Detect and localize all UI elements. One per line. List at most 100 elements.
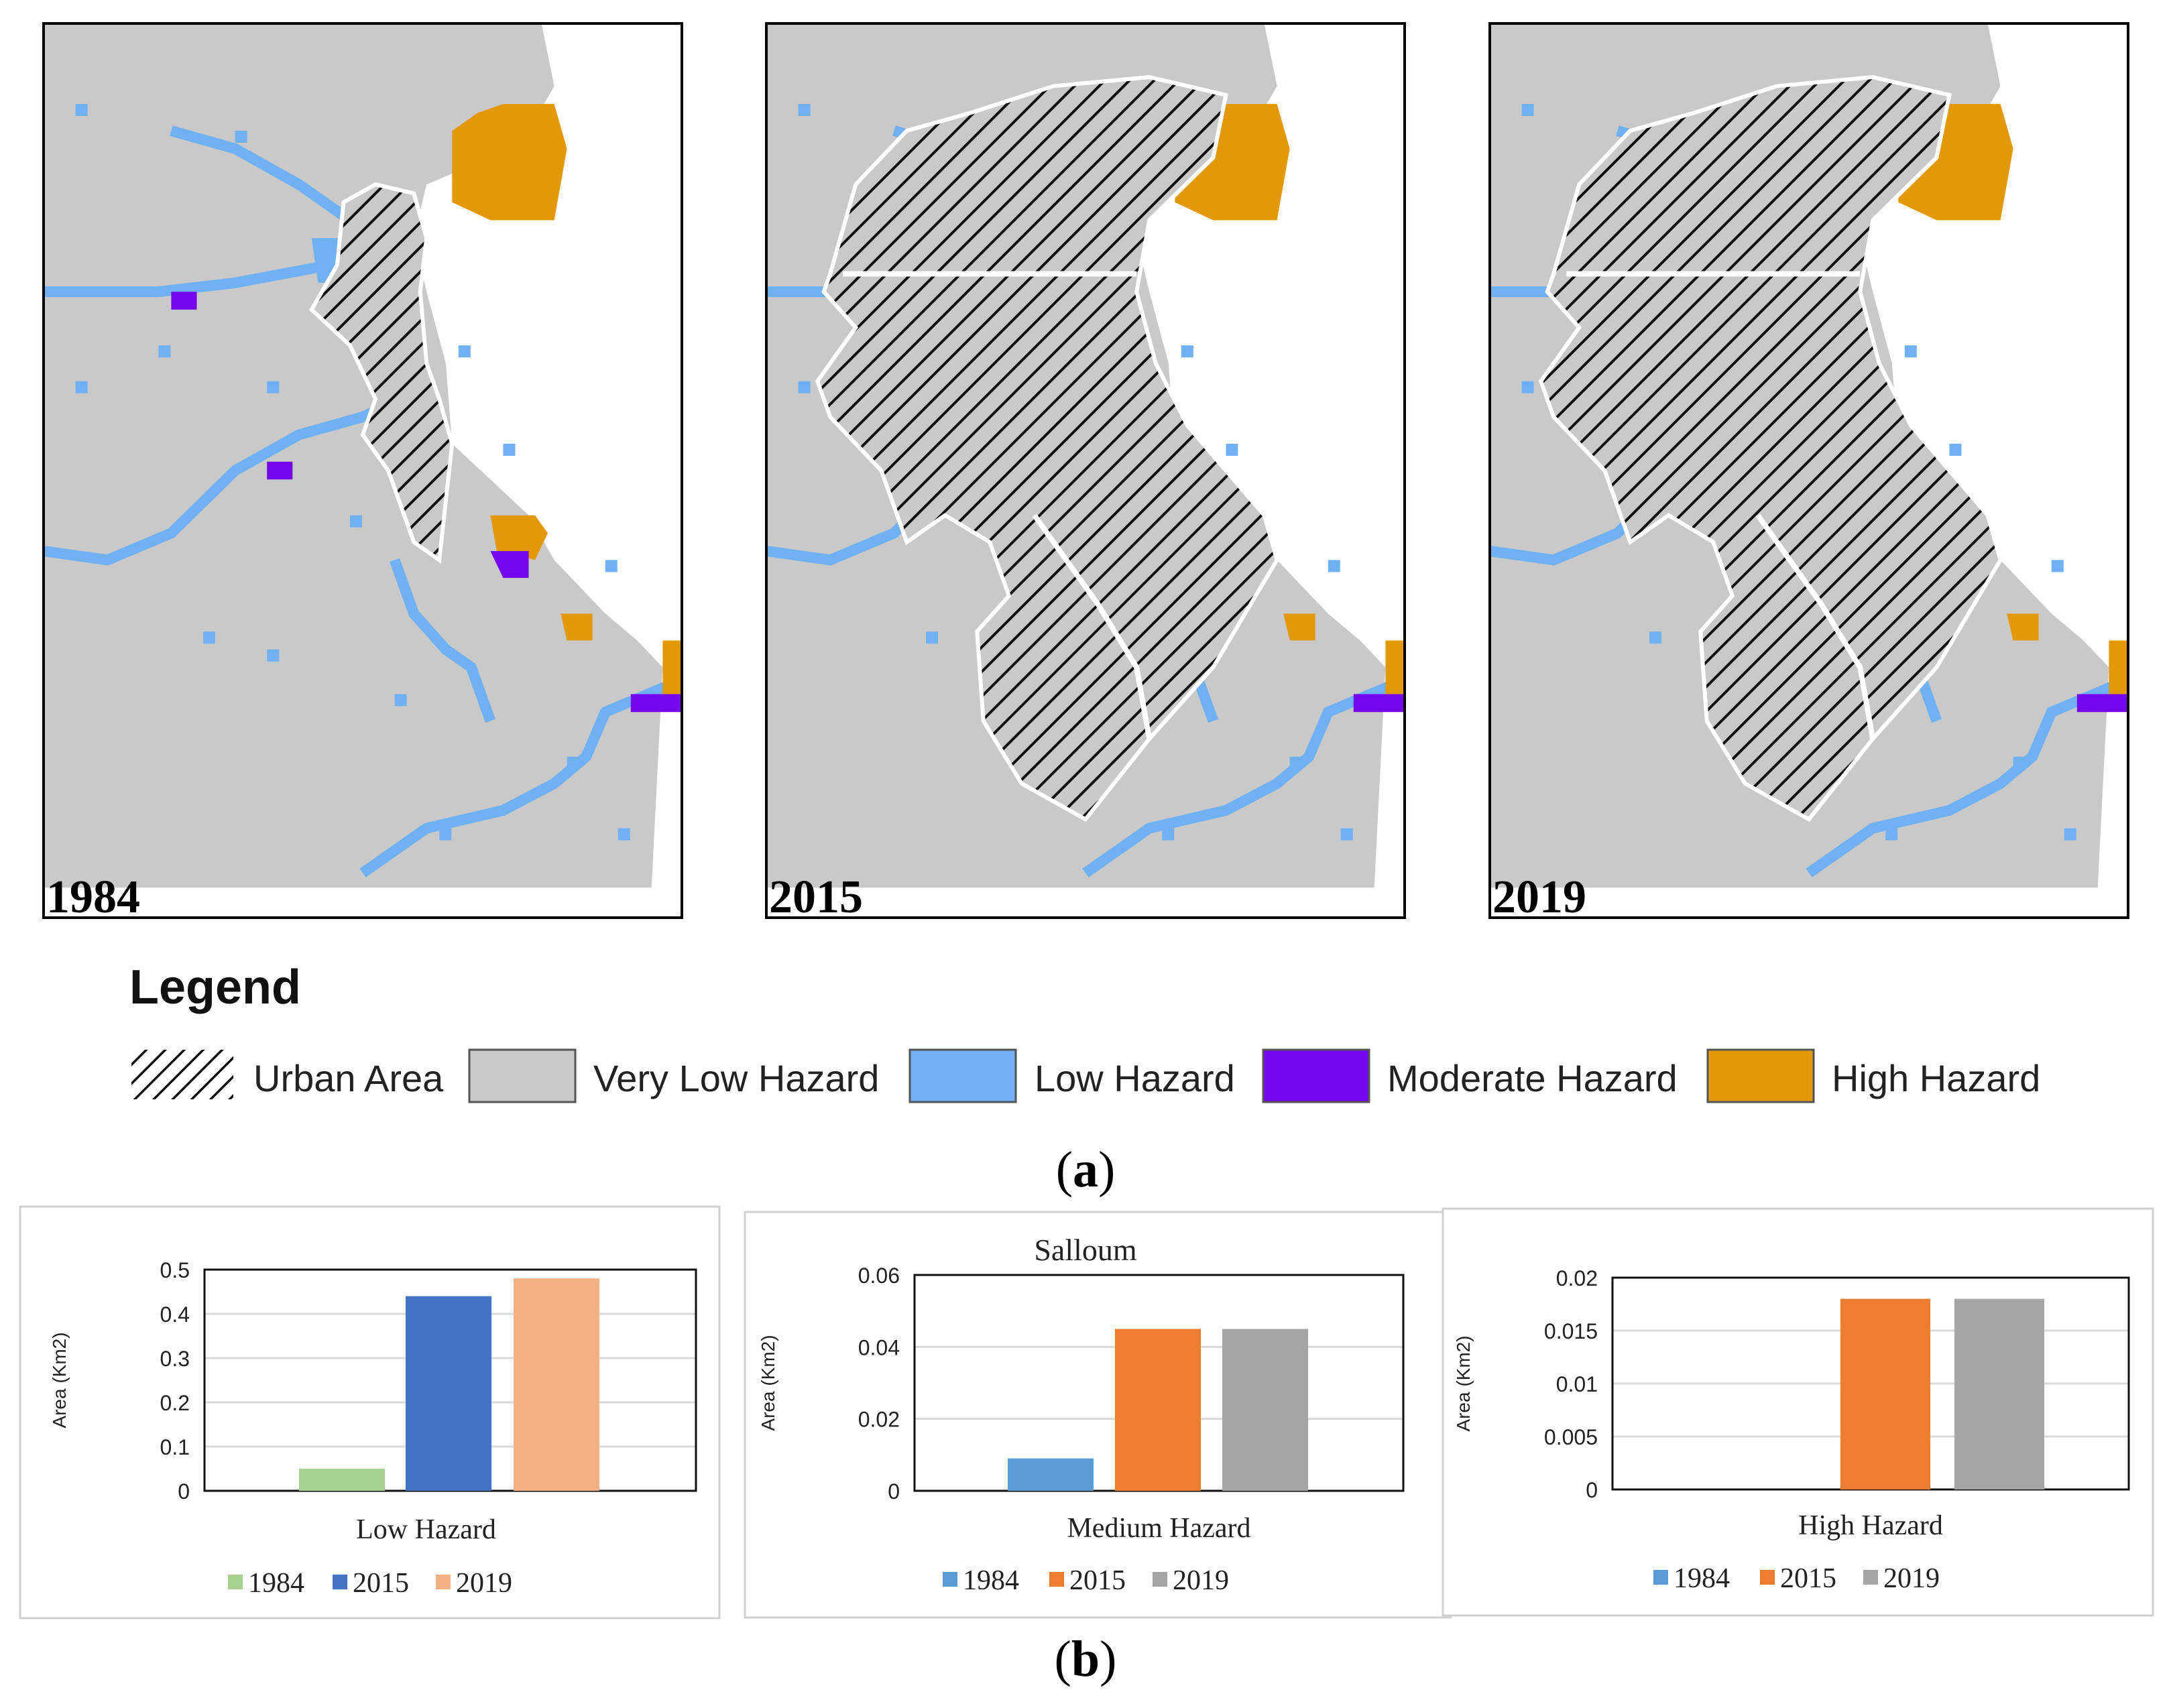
low-hazard-channel bbox=[1082, 680, 1395, 877]
y-tick-label: 0.04 bbox=[858, 1335, 900, 1359]
chart-frame bbox=[1442, 1207, 2154, 1617]
legend-label: 2015 bbox=[353, 1568, 409, 1599]
legend-swatch bbox=[1706, 1048, 1815, 1103]
low-hazard-cell bbox=[1289, 756, 1302, 769]
high-hazard-area bbox=[490, 515, 548, 560]
high-hazard-area bbox=[2007, 613, 2039, 641]
legend-swatch bbox=[1863, 1570, 1878, 1585]
sea-area bbox=[414, 23, 682, 918]
urban-area bbox=[1538, 74, 2003, 822]
moderate-hazard-area bbox=[630, 694, 682, 713]
moderate-hazard-area bbox=[2076, 694, 2128, 713]
chart-high-hazard: 0 0.005 0.01 0.015 0.02 Area (Km2) High Hazard… bbox=[1442, 1207, 2154, 1617]
y-tick-label: 0.06 bbox=[858, 1264, 900, 1288]
low-hazard-cell bbox=[439, 828, 452, 841]
bar-2019 bbox=[1222, 1329, 1308, 1491]
low-hazard-cell bbox=[267, 649, 280, 662]
urban-area bbox=[309, 182, 455, 564]
map-legend: Urban Area Very Low Hazard Low Hazard Moder… bbox=[131, 1048, 2040, 1103]
y-tick-label: 0 bbox=[888, 1479, 900, 1504]
legend-label: 2019 bbox=[456, 1568, 512, 1599]
low-hazard-cell bbox=[2013, 756, 2026, 769]
panel-label-a: (a) bbox=[1056, 1142, 1116, 1198]
high-hazard-area bbox=[1385, 640, 1405, 703]
low-hazard-cell bbox=[605, 560, 618, 572]
legend-swatch bbox=[1760, 1570, 1775, 1585]
low-hazard-cell bbox=[2064, 828, 2076, 841]
y-tick-label: 0 bbox=[1586, 1478, 1598, 1502]
legend-swatch bbox=[228, 1575, 243, 1589]
low-hazard-cell bbox=[158, 345, 171, 358]
map-frame bbox=[1488, 22, 2129, 919]
sea-area bbox=[1860, 23, 2128, 918]
moderate-hazard-area bbox=[267, 461, 293, 480]
low-hazard-cell bbox=[1521, 104, 1534, 117]
urban-area bbox=[815, 74, 1279, 822]
panel-label-b: (b) bbox=[1055, 1631, 1117, 1687]
bar-1984 bbox=[299, 1469, 385, 1491]
low-hazard-cell bbox=[567, 756, 579, 769]
low-hazard-cell bbox=[1904, 345, 1917, 358]
low-hazard-cell bbox=[235, 131, 247, 143]
y-tick-label: 0 bbox=[178, 1479, 190, 1504]
y-tick-label: 0.005 bbox=[1544, 1425, 1598, 1449]
legend-item-urban-area: Urban Area bbox=[131, 1050, 444, 1099]
urban-road bbox=[1032, 513, 1153, 739]
low-hazard-cell bbox=[1328, 560, 1340, 572]
y-tick-label: 0.02 bbox=[858, 1408, 900, 1432]
low-hazard-cell bbox=[618, 828, 630, 841]
high-hazard-area bbox=[452, 104, 567, 221]
y-tick-label: 0.3 bbox=[160, 1347, 190, 1371]
x-axis-label: High Hazard bbox=[1798, 1510, 1943, 1541]
y-tick-label: 0.02 bbox=[1556, 1266, 1598, 1290]
year-strip bbox=[766, 888, 1405, 918]
low-hazard-cell bbox=[349, 515, 362, 528]
legend-swatch bbox=[1153, 1572, 1167, 1587]
bar-2015 bbox=[406, 1296, 491, 1491]
y-tick-label: 0.015 bbox=[1544, 1319, 1598, 1343]
map-frame bbox=[765, 22, 1406, 919]
legend-swatch bbox=[1653, 1570, 1668, 1585]
high-hazard-area bbox=[2109, 640, 2128, 703]
low-hazard-cell bbox=[267, 381, 280, 393]
low-hazard-cell bbox=[1521, 381, 1534, 393]
legend-swatch bbox=[468, 1048, 577, 1103]
legend-label: 1984 bbox=[963, 1565, 1019, 1596]
legend-label: 2015 bbox=[1780, 1563, 1836, 1594]
sea-area bbox=[1136, 23, 1405, 918]
legend-label: 2015 bbox=[1069, 1565, 1126, 1596]
legend-label: High Hazard bbox=[1832, 1057, 2040, 1099]
map-year-label: 2019 bbox=[1492, 871, 1586, 923]
bar-2015 bbox=[1840, 1298, 1930, 1489]
legend-label: Very Low Hazard bbox=[593, 1057, 879, 1099]
low-hazard-channel bbox=[42, 394, 404, 566]
legend-swatch bbox=[1049, 1572, 1064, 1587]
low-hazard-cell bbox=[926, 631, 938, 644]
bar-2019 bbox=[1954, 1298, 2044, 1489]
moderate-hazard-area bbox=[1353, 694, 1405, 713]
legend-item-high-hazard: High Hazard bbox=[1706, 1048, 2040, 1103]
high-hazard-area bbox=[1283, 613, 1315, 641]
bar-1984 bbox=[1008, 1458, 1094, 1491]
low-hazard-channel bbox=[390, 558, 495, 723]
bar-2019 bbox=[514, 1278, 599, 1491]
urban-area-swatch bbox=[131, 1050, 233, 1099]
urban-road bbox=[1755, 513, 1876, 739]
chart-low-hazard: 0 0.1 0.2 0.3 0.4 0.5 Area (Km2) Low Hazard 1984… bbox=[19, 1205, 721, 1620]
low-hazard-cell bbox=[458, 345, 471, 358]
moderate-hazard-area bbox=[171, 292, 197, 310]
legend-label: 1984 bbox=[248, 1568, 304, 1599]
legend-label: Low Hazard bbox=[1035, 1057, 1235, 1099]
low-hazard-cell bbox=[75, 381, 88, 393]
low-hazard-cell bbox=[1649, 631, 1661, 644]
y-axis-label: Area (Km2) bbox=[49, 1332, 70, 1428]
map-frame bbox=[42, 22, 683, 919]
y-tick-label: 0.5 bbox=[160, 1258, 190, 1282]
low-hazard-cell bbox=[1226, 443, 1238, 456]
legend-swatch bbox=[1262, 1048, 1370, 1103]
low-hazard-cell bbox=[1949, 443, 1962, 456]
low-hazard-cell bbox=[2051, 560, 2064, 572]
map-1984: 1984 bbox=[42, 22, 683, 923]
y-tick-label: 0.01 bbox=[1556, 1372, 1598, 1396]
